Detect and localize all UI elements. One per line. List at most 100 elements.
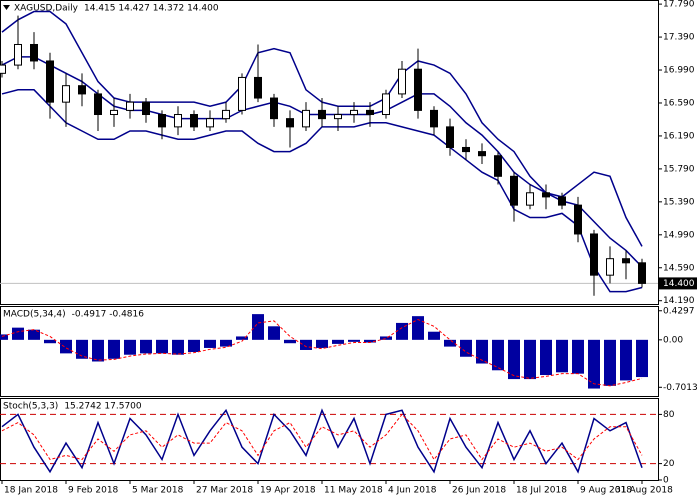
candle-body <box>0 64 6 74</box>
macd-bar <box>588 339 600 389</box>
macd-bar <box>444 339 456 347</box>
macd-bar <box>28 329 40 340</box>
macd-bar <box>204 339 216 348</box>
macd-bar <box>396 322 408 340</box>
macd-panel-frame <box>0 306 659 397</box>
macd-bar <box>12 327 24 340</box>
panel-values: 14.415 14.427 14.372 14.400 <box>84 4 219 14</box>
candle-body <box>286 118 294 128</box>
stoch-line <box>1 408 643 474</box>
candle-body <box>30 43 38 62</box>
candle-body <box>190 114 198 128</box>
macd-bar <box>140 339 152 354</box>
x-tick-label: 5 Mar 2018 <box>132 486 184 496</box>
candle-body <box>446 126 454 148</box>
candle-body <box>574 204 582 235</box>
y-tick-label: 16.990 <box>663 66 695 76</box>
y-tick-label: 0.00 <box>663 335 683 345</box>
candle-body <box>542 192 550 198</box>
macd-bar <box>172 339 184 355</box>
candle-body <box>382 93 390 116</box>
macd-bar <box>572 339 584 374</box>
candle-body <box>526 192 534 206</box>
y-tick-label: 0 <box>663 476 669 486</box>
candle-body <box>510 175 518 206</box>
y-tick-label: 0.4297 <box>663 306 695 316</box>
macd-bar <box>268 326 280 340</box>
candle-body <box>318 109 326 120</box>
y-tick-label: 14.190 <box>663 296 695 306</box>
x-tick-label: 19 Apr 2018 <box>260 486 316 496</box>
stoch-panel-frame <box>0 398 659 481</box>
macd-bar <box>524 339 536 380</box>
panel-values: 15.2742 17.5700 <box>64 402 142 412</box>
candle-body <box>414 68 422 111</box>
y-tick-label: 20 <box>663 459 675 469</box>
macd-bar <box>476 339 488 364</box>
macd-bar <box>332 339 344 344</box>
candle-body <box>238 76 246 111</box>
macd-bar <box>156 339 168 354</box>
last-price-label: 14.400 <box>663 279 695 289</box>
macd-bar <box>124 339 136 355</box>
x-tick-label: 9 Aug 2018 <box>580 486 632 496</box>
candle-body <box>158 114 166 128</box>
macd-bar <box>604 339 616 386</box>
macd-bar <box>364 339 376 343</box>
y-tick-label: 15.390 <box>663 197 695 207</box>
x-tick-label: 18 Jul 2018 <box>516 486 567 496</box>
macd-bar <box>316 339 328 348</box>
macd-bar <box>108 339 120 359</box>
candle-body <box>590 233 598 276</box>
candle-body <box>334 114 342 120</box>
candle-body <box>622 258 630 264</box>
x-tick-label: 11 May 2018 <box>324 486 383 496</box>
candle-body <box>78 85 86 95</box>
y-tick-label: 17.390 <box>663 33 695 43</box>
stoch-line <box>1 413 643 461</box>
macd-bar <box>556 339 568 373</box>
panel-values: -0.4917 -0.4816 <box>72 310 145 320</box>
macd-bar <box>412 316 424 340</box>
x-tick-label: 27 Mar 2018 <box>196 486 253 496</box>
candle-body <box>46 60 54 103</box>
macd-bar <box>300 339 312 350</box>
x-tick-label: 26 Jun 2018 <box>452 486 506 496</box>
candle-body <box>398 68 406 95</box>
y-tick-label: 17.790 <box>663 0 695 10</box>
candle-body <box>430 109 438 128</box>
y-tick-label: 15.790 <box>663 164 695 174</box>
macd-bar <box>460 339 472 357</box>
macd-bar <box>0 334 8 340</box>
candle-body <box>494 155 502 177</box>
candle-body <box>222 109 230 120</box>
bollinger-band <box>1 89 643 293</box>
candle-body <box>478 151 486 157</box>
candle-body <box>126 101 134 111</box>
x-tick-label: 4 Jun 2018 <box>388 486 437 496</box>
macd-bar <box>492 339 504 371</box>
candle-body <box>270 97 278 120</box>
macd-bar <box>620 339 632 381</box>
candle-body <box>206 118 214 128</box>
main-panel-frame <box>0 0 659 305</box>
macd-bar <box>236 336 248 340</box>
signal-line <box>1 318 643 387</box>
candle-body <box>62 85 70 103</box>
candle-body <box>638 262 646 284</box>
x-tick-label: 18 Jan 2018 <box>4 486 58 496</box>
macd-bar <box>188 339 200 353</box>
candle-body <box>350 109 358 116</box>
last-price-box <box>659 277 697 290</box>
panel-title: XAGUSD,Daily <box>14 4 79 14</box>
candle-body <box>14 43 22 66</box>
candle-body <box>110 109 118 116</box>
macd-bar <box>220 339 232 347</box>
candle-body <box>142 101 150 116</box>
candle-body <box>606 258 614 276</box>
macd-bar <box>284 339 296 344</box>
candle-body <box>558 196 566 206</box>
y-tick-label: 14.990 <box>663 230 695 240</box>
macd-bar <box>636 339 648 378</box>
